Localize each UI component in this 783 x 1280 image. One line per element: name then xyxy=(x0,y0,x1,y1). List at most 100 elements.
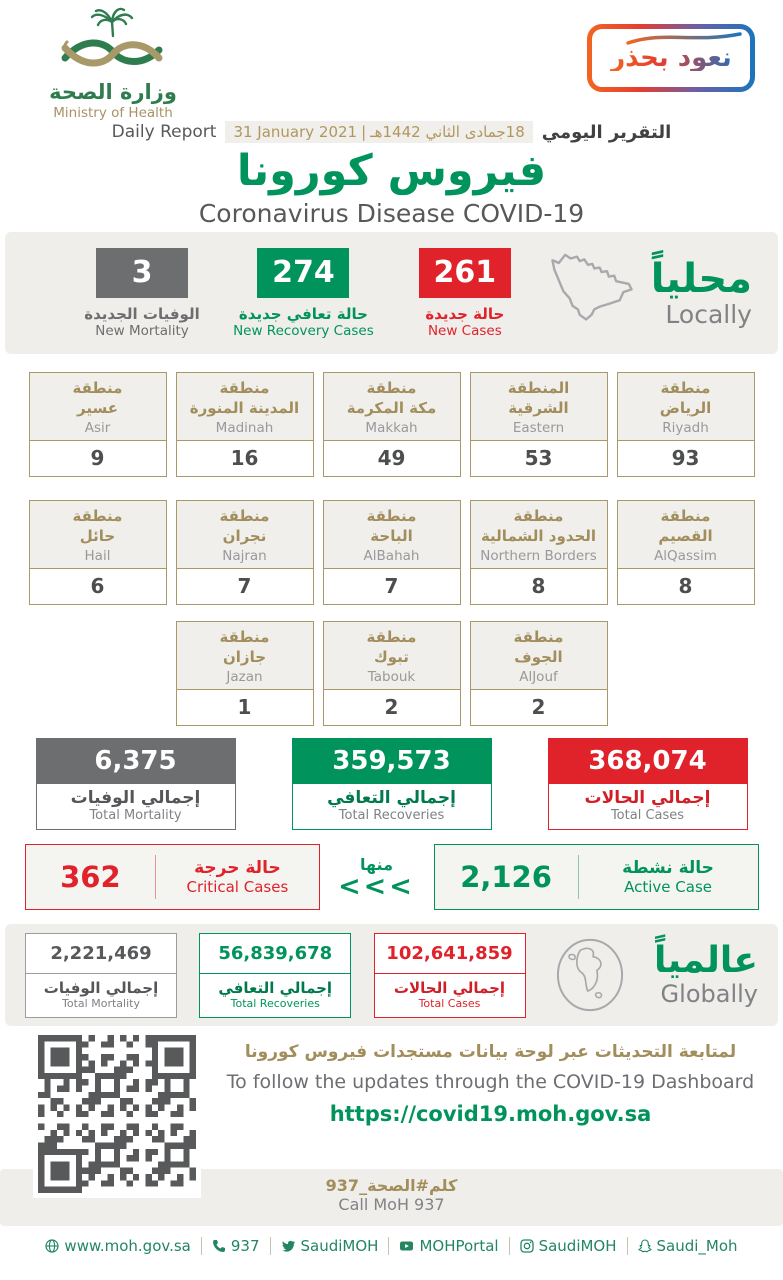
moh-name-english: Ministry of Health xyxy=(53,105,173,121)
youtube-icon xyxy=(400,1241,414,1251)
dashboard-url-link[interactable]: https://covid19.moh.gov.sa xyxy=(329,1102,652,1126)
region-name-en: Madinah xyxy=(215,420,274,436)
region-card-makkah: منطقة مكة المكرمة Makkah 49 xyxy=(322,372,461,477)
locally-caption: محلياً Locally xyxy=(651,258,752,329)
snapchat-link[interactable]: Saudi_Moh xyxy=(626,1237,748,1255)
divider xyxy=(155,855,157,899)
phone-link[interactable]: 937 xyxy=(200,1237,270,1255)
region-name-ar: الباحة xyxy=(370,526,413,545)
region-value: 7 xyxy=(384,574,399,598)
page-title-arabic: فيروس كورونا xyxy=(236,146,547,196)
region-card-madinah: منطقة المدينة المنورة Madinah 16 xyxy=(175,372,314,477)
dashboard-line-ar: لمتابعة التحديثات عبر لوحة بيانات مستجدا… xyxy=(244,1042,737,1062)
snapchat-handle: Saudi_Moh xyxy=(656,1237,738,1255)
locally-label-en: Locally xyxy=(665,299,752,329)
total-mortality-value: 6,375 xyxy=(36,739,235,784)
region-name-ar: جازان xyxy=(222,647,267,666)
region-label-ar: منطقة xyxy=(660,507,711,525)
region-value: 9 xyxy=(90,446,105,470)
chevron-left-arrows-icon: <<< xyxy=(338,870,415,902)
instagram-link[interactable]: SaudiMOH xyxy=(508,1237,627,1255)
regions-grid: منطقة عسير Asir 9 منطقة المدينة المنورة Madi… xyxy=(0,372,783,726)
region-name-ar: القصيم xyxy=(658,526,713,545)
region-label-ar: منطقة xyxy=(219,507,270,525)
header: وزارة الصحة Ministry of Health نعود بحذر… xyxy=(0,0,783,232)
total-cases-card: 368,074 إجمالي الحالات Total Cases xyxy=(547,738,748,830)
twitter-icon xyxy=(281,1240,295,1252)
region-name-ar: مكة المكرمة xyxy=(346,398,437,417)
region-name-en: Makkah xyxy=(365,420,418,436)
region-card-hail: منطقة حائل Hail 6 xyxy=(28,500,167,605)
region-value: 2 xyxy=(384,695,399,719)
region-label-ar: منطقة xyxy=(366,628,417,646)
moh-logo: وزارة الصحة Ministry of Health xyxy=(28,6,198,121)
region-card-alqassim: منطقة القصيم AlQassim 8 xyxy=(616,500,755,605)
region-name-ar: الشرقية xyxy=(508,398,569,417)
active-cases-label-en: Active Case xyxy=(624,878,712,896)
new-recoveries-label-ar: حالة تعافي جديدة xyxy=(238,304,368,323)
youtube-handle: MOHPortal xyxy=(419,1237,499,1255)
new-cases-value: 261 xyxy=(418,247,511,298)
region-value: 93 xyxy=(671,446,700,470)
total-cases-value: 368,074 xyxy=(548,739,747,784)
region-name-en: Northern Borders xyxy=(480,548,597,564)
report-date-hijri: 18جمادى الثاني 1442هـ xyxy=(370,123,525,141)
website-link[interactable]: www.moh.gov.sa xyxy=(35,1237,200,1255)
total-recoveries-value: 359,573 xyxy=(292,739,491,784)
global-mortality-card: 2,221,469 إجمالي الوفيات Total Mortality xyxy=(25,932,177,1018)
new-recoveries-stat: 274 حالة تعافي جديدة New Recovery Cases xyxy=(224,247,382,339)
global-recoveries-value: 56,839,678 xyxy=(200,934,351,974)
locally-label-ar: محلياً xyxy=(650,255,752,302)
region-value: 6 xyxy=(90,574,105,598)
region-label-ar: منطقة xyxy=(219,628,270,646)
globally-caption: عالمياً Globally xyxy=(654,942,758,1008)
twitter-handle: SaudiMOH xyxy=(300,1237,379,1255)
global-cases-label-en: Total Cases xyxy=(418,996,481,1010)
report-date-gregorian: 31 January 2021 xyxy=(233,123,358,141)
youtube-link[interactable]: MOHPortal xyxy=(388,1237,508,1255)
globally-section: 2,221,469 إجمالي الوفيات Total Mortality… xyxy=(5,924,778,1026)
new-recoveries-value: 274 xyxy=(257,247,350,298)
region-label-ar: منطقة xyxy=(660,379,711,397)
badge-swoosh-icon xyxy=(626,32,742,45)
phone-number: 937 xyxy=(230,1237,260,1255)
region-name-en: Eastern xyxy=(512,420,565,436)
moh-name-arabic: وزارة الصحة xyxy=(49,80,177,104)
report-date-separator: | xyxy=(361,123,367,141)
daily-report-label-en: Daily Report xyxy=(111,122,217,142)
instagram-handle: SaudiMOH xyxy=(538,1237,617,1255)
new-recoveries-label-en: New Recovery Cases xyxy=(233,322,374,339)
regions-row-2: منطقة حائل Hail 6 منطقة نجران Najran 7 منطقة… xyxy=(0,500,783,605)
saudi-arabia-map-icon xyxy=(551,253,633,321)
footer-links: www.moh.gov.sa 937 SaudiMOH MOHPortal xyxy=(0,1226,783,1266)
region-value: 16 xyxy=(230,446,259,470)
region-label-ar: منطقة xyxy=(72,379,123,397)
locally-section: 3 الوفيات الجديدة New Mortality 274 حالة… xyxy=(5,232,778,354)
region-value: 8 xyxy=(678,574,693,598)
instagram-icon xyxy=(519,1239,534,1253)
region-value: 7 xyxy=(237,574,252,598)
region-name-en: Asir xyxy=(84,420,111,436)
qr-code xyxy=(33,1030,201,1198)
daily-report-label-ar: التقرير اليومي xyxy=(541,121,672,143)
critical-cases-label-en: Critical Cases xyxy=(186,878,289,896)
return-with-caution-badge: نعود بحذر xyxy=(587,24,755,92)
region-name-en: Hail xyxy=(84,548,111,564)
region-label-ar: منطقة xyxy=(219,379,270,397)
region-label-ar: منطقة xyxy=(513,507,564,525)
regions-row-1: منطقة عسير Asir 9 منطقة المدينة المنورة Madi… xyxy=(0,372,783,477)
global-mortality-value: 2,221,469 xyxy=(26,934,176,974)
total-recoveries-label-ar: إجمالي التعافي xyxy=(327,788,456,808)
region-value: 53 xyxy=(524,446,553,470)
region-name-en: Najran xyxy=(222,548,267,564)
region-label-ar: منطقة xyxy=(366,379,417,397)
global-cases-value: 102,641,859 xyxy=(374,934,525,974)
new-cases-stat: 261 حالة جديدة New Cases xyxy=(386,247,544,339)
moh-emblem-icon xyxy=(61,7,163,67)
twitter-link[interactable]: SaudiMOH xyxy=(269,1237,389,1255)
region-value: 8 xyxy=(531,574,546,598)
page-title-english: Coronavirus Disease COVID-19 xyxy=(198,199,585,228)
region-card-jazan: منطقة جازان Jazan 1 xyxy=(175,621,314,726)
region-card-albahah: منطقة الباحة AlBahah 7 xyxy=(322,500,461,605)
new-mortality-stat: 3 الوفيات الجديدة New Mortality xyxy=(63,247,221,339)
